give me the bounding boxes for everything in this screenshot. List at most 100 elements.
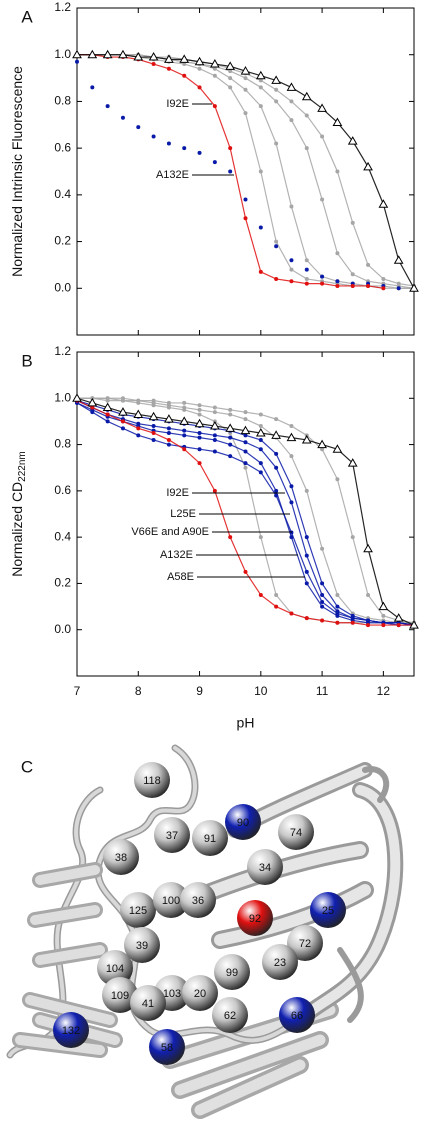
point [366,283,371,288]
point [120,419,125,424]
point [363,161,373,171]
point [212,73,217,78]
point [274,451,279,456]
y-tick-label: 0.4 [54,187,71,201]
point [332,117,343,126]
point [289,500,294,505]
panel-label: A [21,7,33,26]
point [320,281,325,286]
point [271,75,281,84]
point [228,535,233,540]
y-tick-label: 0.0 [54,280,71,294]
point [210,59,220,68]
y-tick-label: 1.0 [54,390,71,404]
point [120,426,125,431]
point [212,433,217,438]
residue-label: 90 [237,817,249,829]
residue-sphere [134,762,170,798]
point [335,251,340,256]
point [335,593,340,597]
point [289,204,294,209]
point [151,134,156,139]
point [225,423,236,432]
point [197,431,202,435]
point [396,281,401,286]
point [274,465,279,470]
point [136,398,141,403]
point [350,620,355,625]
residue-spheres: 118 37 91 90 74 38 34 92 25 125 100 36 72 39 23 99 104 10… [53,762,346,1065]
point [350,613,355,618]
point [289,267,294,272]
point [194,56,205,66]
residue-label: 58 [161,1042,173,1054]
point [289,484,294,489]
x-tick-label: 9 [196,684,203,698]
point [289,424,294,429]
point [320,581,325,586]
point [136,433,141,438]
point [304,281,309,286]
point [118,407,128,416]
point [75,59,79,64]
x-tick-label: 8 [135,684,142,698]
point [197,447,202,452]
point [243,216,248,221]
point [182,73,187,78]
point [243,417,248,422]
point [378,199,389,208]
point [105,419,110,424]
point [136,421,141,426]
point [289,99,294,104]
point [151,424,156,429]
point [258,535,263,540]
point [409,283,419,292]
point [304,267,309,272]
point [320,546,325,551]
point [133,409,144,418]
point [258,412,263,417]
point [243,449,248,454]
residue-label: 62 [224,1010,236,1022]
point [120,396,125,401]
series [75,398,416,628]
point [274,244,279,249]
point [151,62,156,67]
residue-sphere [124,927,160,963]
point [304,276,309,281]
point [258,269,263,274]
point [228,146,233,151]
point [166,431,171,435]
point [350,272,355,277]
point [72,393,82,402]
point [304,569,309,574]
point [166,400,171,405]
chart-panel: A 0.0 0.2 0.4 0.6 0.8 1.0 1.2 Normalized Intrins… [9,0,419,336]
residue-label: 100 [162,895,180,907]
residue-sphere [237,900,273,936]
x-axis-label: pH [237,715,255,731]
x-tick-label: 11 [316,684,329,698]
point [182,447,187,452]
residue-sphere [120,892,156,928]
point [197,461,202,466]
point [258,104,263,109]
point [381,623,386,628]
y-tick-label: 0.2 [54,576,71,590]
point [228,169,233,174]
point [274,417,279,422]
residue-label: 132 [62,1025,80,1037]
point [335,620,340,625]
point [90,405,95,410]
point [332,444,343,453]
point [320,604,325,609]
point [381,286,386,291]
annotation: L25E [170,508,196,520]
point [166,66,171,71]
point [243,197,248,202]
point [212,410,217,415]
y-tick-label: 1.0 [54,47,71,61]
point [179,416,190,425]
point [320,593,325,597]
point [148,52,159,61]
